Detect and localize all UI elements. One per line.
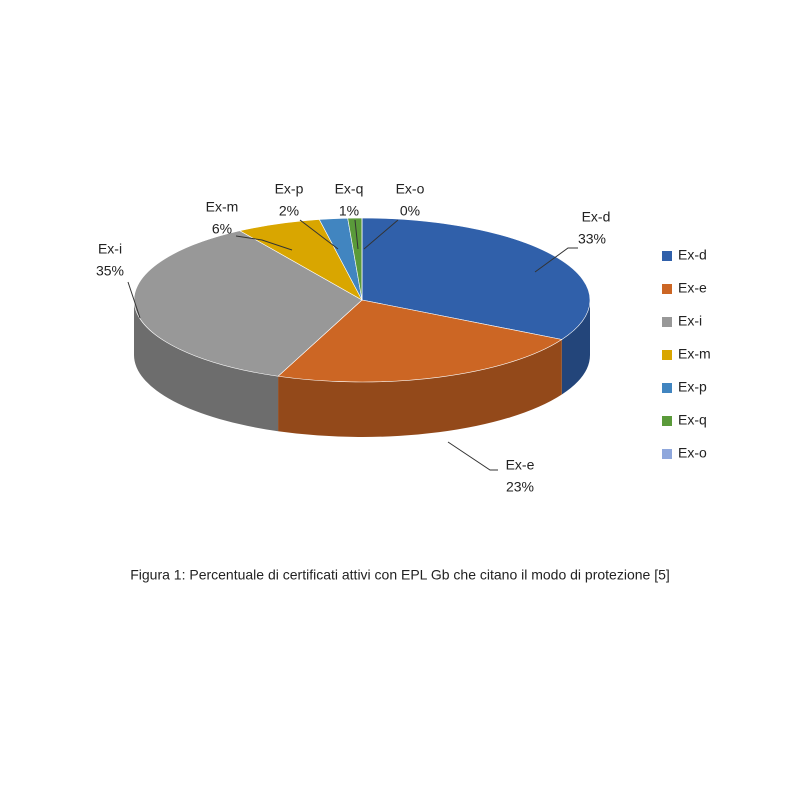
slice-side (134, 300, 279, 432)
caption: Figura 1: Percentuale di certificati att… (130, 567, 670, 583)
legend-label: Ex-p (678, 379, 707, 395)
data-label-name: Ex-d (582, 209, 611, 225)
slice (361, 217, 591, 340)
slice (133, 230, 363, 377)
leader-line (354, 219, 359, 250)
legend-label: Ex-e (678, 280, 707, 296)
leader-line (534, 247, 578, 273)
data-label-name: Ex-e (506, 457, 535, 473)
legend-swatch (662, 317, 672, 327)
legend-swatch (662, 284, 672, 294)
data-label-name: Ex-o (396, 181, 425, 197)
leader-line (299, 219, 339, 250)
legend-label: Ex-o (678, 445, 707, 461)
data-label: 6% (212, 221, 232, 237)
legend-label: Ex-d (678, 247, 707, 263)
leader-line (235, 235, 293, 251)
slice (277, 299, 563, 383)
legend-label: Ex-q (678, 412, 707, 428)
data-label-name: Ex-i (98, 241, 122, 257)
legend-swatch (662, 350, 672, 360)
leader-line (127, 281, 141, 319)
legend-swatch (662, 251, 672, 261)
data-label-name: Ex-p (275, 181, 304, 197)
leader-line (363, 219, 399, 250)
legend-swatch (662, 383, 672, 393)
data-label: 0% (400, 203, 420, 219)
leader-line (447, 441, 498, 471)
legend-label: Ex-i (678, 313, 702, 329)
legend-label: Ex-m (678, 346, 711, 362)
data-label: 23% (506, 479, 534, 495)
data-label: 1% (339, 203, 359, 219)
data-label-name: Ex-q (335, 181, 364, 197)
legend-swatch (662, 416, 672, 426)
legend-swatch (662, 449, 672, 459)
slice-side (278, 339, 562, 437)
data-label: 2% (279, 203, 299, 219)
slice-side (561, 300, 590, 395)
data-label: 35% (96, 263, 124, 279)
data-label-name: Ex-m (206, 199, 239, 215)
data-label: 33% (578, 231, 606, 247)
